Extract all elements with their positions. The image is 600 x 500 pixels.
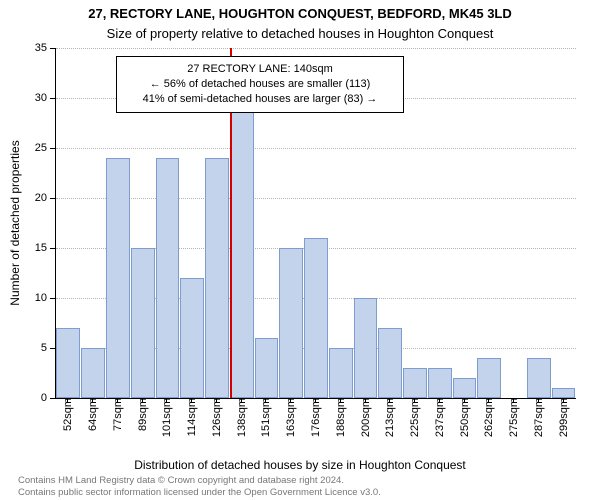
bar bbox=[56, 328, 80, 398]
gridline bbox=[56, 48, 576, 49]
bar bbox=[329, 348, 353, 398]
gridline bbox=[56, 198, 576, 199]
bar bbox=[552, 388, 576, 398]
x-tick-label: 151sqm bbox=[260, 398, 272, 448]
x-tick-label: 299sqm bbox=[558, 398, 570, 448]
annotation-box: 27 RECTORY LANE: 140sqm← 56% of detached… bbox=[116, 56, 404, 113]
chart-subtitle: Size of property relative to detached ho… bbox=[0, 26, 600, 41]
bar bbox=[304, 238, 328, 398]
y-tick-label: 35 bbox=[17, 42, 47, 54]
page-title: 27, RECTORY LANE, HOUGHTON CONQUEST, BED… bbox=[0, 6, 600, 21]
y-tick-mark bbox=[50, 398, 55, 399]
x-tick-label: 200sqm bbox=[360, 398, 372, 448]
x-tick-label: 176sqm bbox=[310, 398, 322, 448]
bar bbox=[156, 158, 180, 398]
bar bbox=[279, 248, 303, 398]
y-tick-label: 20 bbox=[17, 192, 47, 204]
y-tick-label: 10 bbox=[17, 292, 47, 304]
footer-line: Contains HM Land Registry data © Crown c… bbox=[18, 475, 381, 486]
x-tick-label: 287sqm bbox=[533, 398, 545, 448]
y-axis-title: Number of detached properties bbox=[8, 140, 22, 305]
y-tick-mark bbox=[50, 248, 55, 249]
y-tick-label: 0 bbox=[17, 392, 47, 404]
x-tick-label: 89sqm bbox=[137, 398, 149, 448]
bar bbox=[230, 108, 254, 398]
y-tick-mark bbox=[50, 298, 55, 299]
x-tick-label: 225sqm bbox=[409, 398, 421, 448]
gridline bbox=[56, 148, 576, 149]
footer-attribution: Contains HM Land Registry data © Crown c… bbox=[18, 475, 381, 498]
bar bbox=[378, 328, 402, 398]
y-tick-label: 5 bbox=[17, 342, 47, 354]
annotation-line: 41% of semi-detached houses are larger (… bbox=[125, 92, 395, 107]
bar bbox=[403, 368, 427, 398]
x-tick-label: 275sqm bbox=[508, 398, 520, 448]
annotation-line: 27 RECTORY LANE: 140sqm bbox=[125, 62, 395, 77]
bar bbox=[453, 378, 477, 398]
bar bbox=[255, 338, 279, 398]
y-tick-label: 25 bbox=[17, 142, 47, 154]
x-tick-label: 52sqm bbox=[62, 398, 74, 448]
y-tick-mark bbox=[50, 198, 55, 199]
bar bbox=[354, 298, 378, 398]
y-tick-mark bbox=[50, 348, 55, 349]
x-tick-label: 250sqm bbox=[459, 398, 471, 448]
y-tick-mark bbox=[50, 148, 55, 149]
bar bbox=[477, 358, 501, 398]
bar bbox=[527, 358, 551, 398]
x-tick-label: 114sqm bbox=[186, 398, 198, 448]
y-tick-label: 15 bbox=[17, 242, 47, 254]
x-tick-label: 262sqm bbox=[483, 398, 495, 448]
footer-line: Contains public sector information licen… bbox=[18, 487, 381, 498]
y-tick-mark bbox=[50, 98, 55, 99]
bar bbox=[131, 248, 155, 398]
bar bbox=[106, 158, 130, 398]
x-tick-label: 163sqm bbox=[285, 398, 297, 448]
x-tick-label: 237sqm bbox=[434, 398, 446, 448]
x-tick-label: 188sqm bbox=[335, 398, 347, 448]
bar bbox=[180, 278, 204, 398]
x-axis-title: Distribution of detached houses by size … bbox=[0, 458, 600, 472]
bar bbox=[81, 348, 105, 398]
x-tick-label: 126sqm bbox=[211, 398, 223, 448]
page: 27, RECTORY LANE, HOUGHTON CONQUEST, BED… bbox=[0, 0, 600, 500]
bar bbox=[428, 368, 452, 398]
x-tick-label: 213sqm bbox=[384, 398, 396, 448]
annotation-line: ← 56% of detached houses are smaller (11… bbox=[125, 77, 395, 92]
x-tick-label: 77sqm bbox=[112, 398, 124, 448]
y-tick-label: 30 bbox=[17, 92, 47, 104]
x-tick-label: 101sqm bbox=[161, 398, 173, 448]
x-tick-label: 138sqm bbox=[236, 398, 248, 448]
x-tick-label: 64sqm bbox=[87, 398, 99, 448]
y-tick-mark bbox=[50, 48, 55, 49]
chart-plot-area: 27 RECTORY LANE: 140sqm← 56% of detached… bbox=[55, 48, 576, 399]
bar bbox=[205, 158, 229, 398]
